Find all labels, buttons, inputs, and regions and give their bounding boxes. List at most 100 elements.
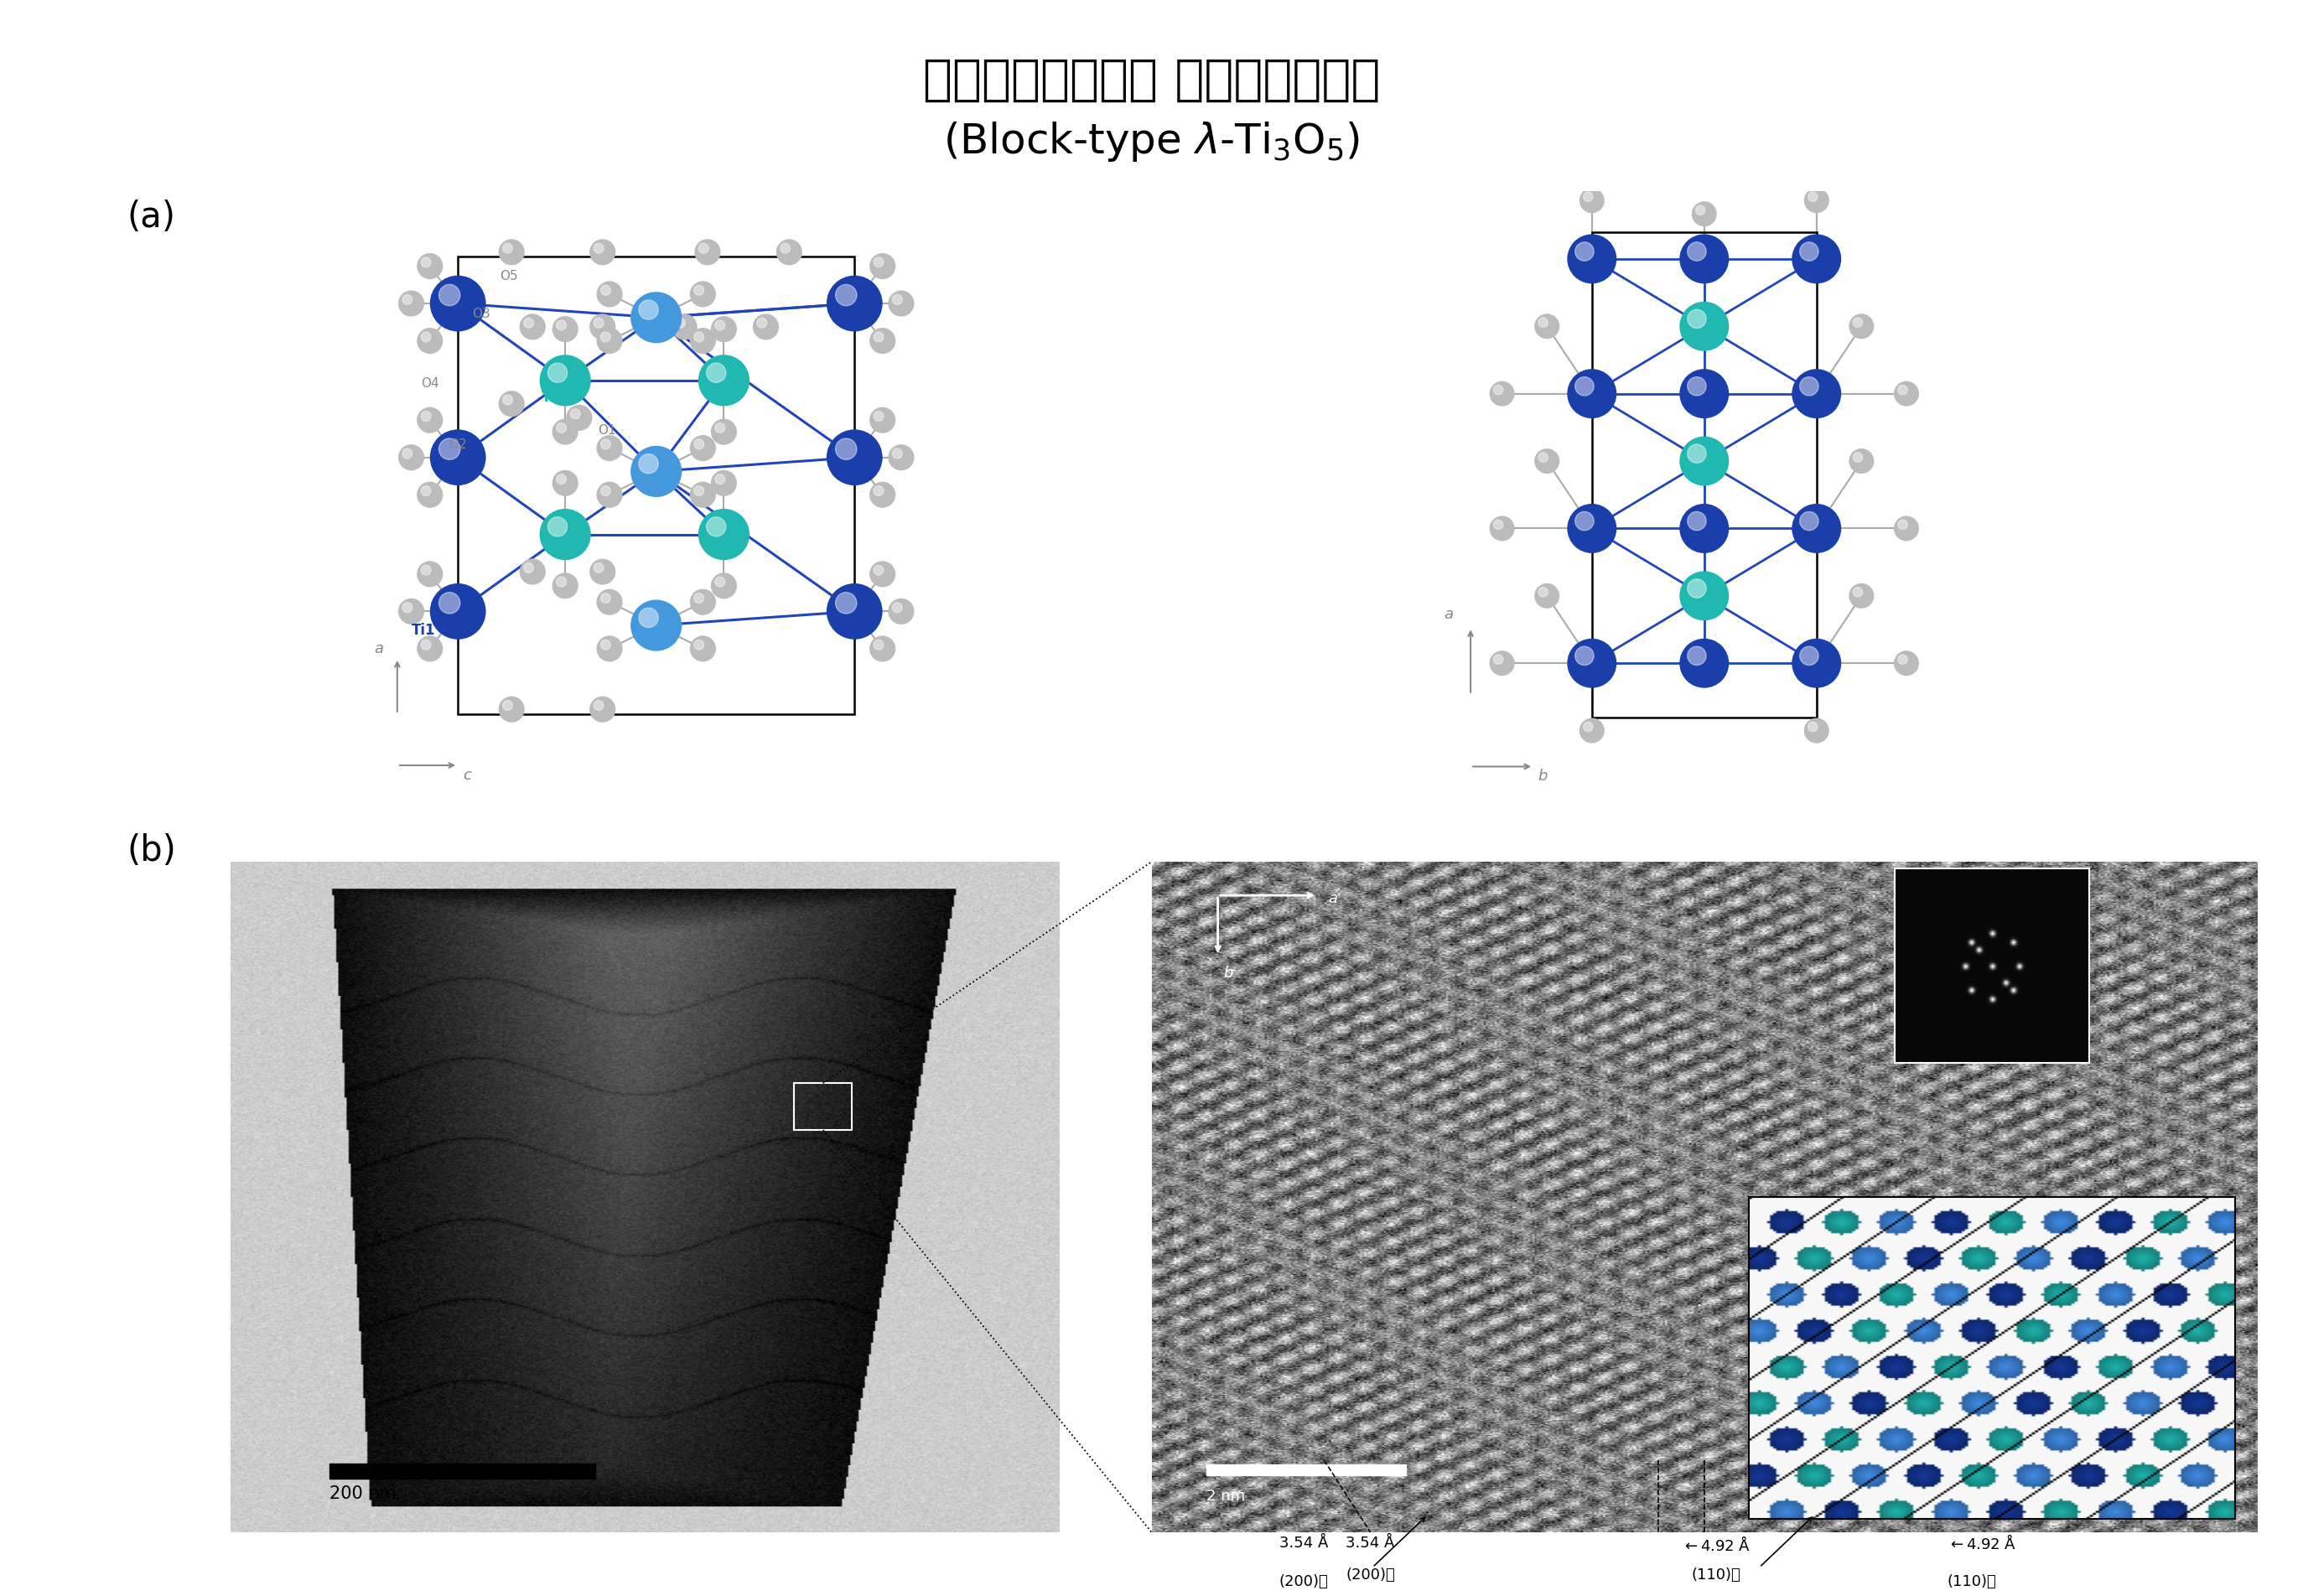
- Circle shape: [1566, 235, 1617, 284]
- Circle shape: [539, 354, 592, 405]
- Circle shape: [675, 318, 686, 327]
- Circle shape: [781, 243, 790, 254]
- Circle shape: [698, 243, 709, 254]
- Circle shape: [1679, 235, 1730, 284]
- Text: O2: O2: [449, 437, 468, 450]
- Circle shape: [1679, 571, 1730, 621]
- Text: (Block-type $\lambda$-Ti$_3$O$_5$): (Block-type $\lambda$-Ti$_3$O$_5$): [944, 120, 1359, 163]
- Circle shape: [497, 391, 525, 417]
- Circle shape: [601, 594, 610, 603]
- Circle shape: [1538, 318, 1548, 327]
- Circle shape: [417, 482, 442, 508]
- Circle shape: [1566, 369, 1617, 418]
- Circle shape: [557, 321, 567, 330]
- Text: (200)面: (200)面: [1345, 1567, 1396, 1582]
- Circle shape: [1566, 638, 1617, 688]
- Circle shape: [417, 635, 442, 662]
- Circle shape: [1492, 385, 1504, 394]
- Circle shape: [1679, 638, 1730, 688]
- Circle shape: [873, 257, 884, 267]
- Circle shape: [1849, 314, 1875, 338]
- Circle shape: [1792, 638, 1842, 688]
- Circle shape: [1898, 520, 1907, 530]
- Circle shape: [836, 592, 857, 613]
- Text: a: a: [1444, 606, 1453, 622]
- Circle shape: [871, 407, 896, 433]
- Circle shape: [1492, 520, 1504, 530]
- Circle shape: [1538, 587, 1548, 597]
- Circle shape: [1693, 201, 1716, 227]
- Circle shape: [421, 332, 431, 342]
- Circle shape: [1849, 583, 1875, 608]
- Circle shape: [1898, 385, 1907, 394]
- Circle shape: [827, 429, 882, 485]
- Bar: [1591, 231, 1817, 717]
- Circle shape: [557, 474, 567, 484]
- Circle shape: [1688, 310, 1707, 329]
- Text: (110)面: (110)面: [1948, 1574, 1997, 1590]
- Bar: [458, 257, 854, 713]
- Text: c: c: [463, 768, 470, 782]
- Text: (200)面: (200)面: [1278, 1574, 1329, 1590]
- Circle shape: [1688, 377, 1707, 396]
- Circle shape: [693, 332, 705, 342]
- Circle shape: [827, 584, 882, 640]
- Circle shape: [691, 635, 716, 662]
- Circle shape: [571, 409, 580, 418]
- Circle shape: [691, 327, 716, 354]
- Circle shape: [502, 394, 514, 405]
- Circle shape: [714, 474, 725, 484]
- Circle shape: [590, 314, 615, 340]
- Text: b: b: [1223, 966, 1232, 982]
- Circle shape: [1575, 377, 1594, 396]
- Circle shape: [403, 295, 412, 305]
- Circle shape: [553, 316, 578, 342]
- Circle shape: [523, 563, 534, 573]
- Text: $\leftarrow$4.92 Å: $\leftarrow$4.92 Å: [1948, 1534, 2015, 1553]
- Circle shape: [707, 362, 725, 383]
- Circle shape: [1792, 235, 1842, 284]
- Circle shape: [594, 318, 603, 327]
- Text: b: b: [1538, 768, 1548, 784]
- Circle shape: [712, 573, 737, 598]
- Circle shape: [1575, 646, 1594, 666]
- Circle shape: [596, 281, 622, 306]
- Circle shape: [714, 423, 725, 433]
- Bar: [329, 1464, 594, 1478]
- Circle shape: [1490, 651, 1515, 675]
- Circle shape: [590, 239, 615, 265]
- Circle shape: [421, 412, 431, 421]
- Circle shape: [698, 354, 748, 405]
- Circle shape: [1584, 192, 1594, 201]
- Circle shape: [1792, 369, 1842, 418]
- Circle shape: [631, 445, 682, 496]
- Circle shape: [873, 640, 884, 650]
- Circle shape: [594, 701, 603, 710]
- Circle shape: [601, 485, 610, 496]
- Circle shape: [502, 701, 514, 710]
- Circle shape: [696, 239, 721, 265]
- Circle shape: [1688, 243, 1707, 260]
- Circle shape: [601, 439, 610, 448]
- Circle shape: [431, 584, 486, 640]
- Text: (b): (b): [127, 833, 175, 868]
- Circle shape: [497, 239, 525, 265]
- Circle shape: [553, 418, 578, 445]
- Circle shape: [1688, 646, 1707, 666]
- Circle shape: [596, 635, 622, 662]
- Circle shape: [596, 589, 622, 614]
- Circle shape: [670, 314, 698, 340]
- Text: ブロック型ラムダ 五酸化三チタン: ブロック型ラムダ 五酸化三チタン: [924, 56, 1379, 104]
- Circle shape: [693, 594, 705, 603]
- Circle shape: [596, 327, 622, 354]
- Text: 3.54 Å: 3.54 Å: [1280, 1535, 1329, 1551]
- Circle shape: [403, 448, 412, 458]
- Circle shape: [698, 509, 748, 560]
- Circle shape: [1679, 302, 1730, 351]
- Circle shape: [1490, 516, 1515, 541]
- Circle shape: [712, 316, 737, 342]
- Circle shape: [421, 257, 431, 267]
- Text: (a): (a): [127, 200, 175, 235]
- Circle shape: [638, 608, 659, 627]
- Text: (110)面: (110)面: [1690, 1567, 1741, 1582]
